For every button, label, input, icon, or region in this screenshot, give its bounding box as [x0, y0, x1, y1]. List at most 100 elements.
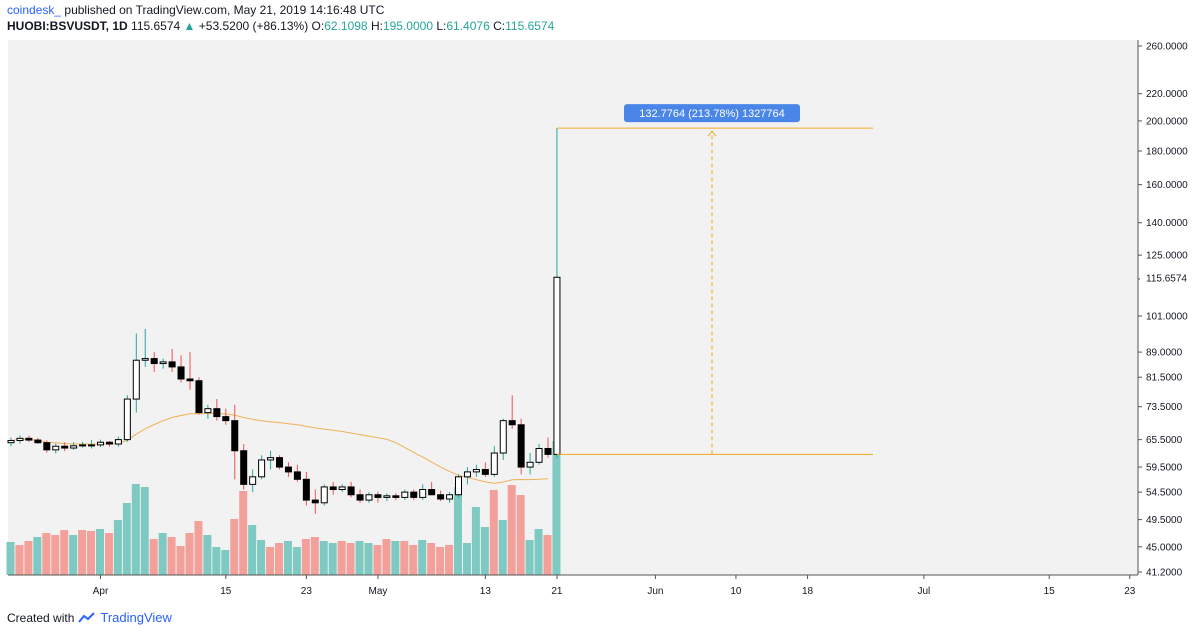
- candle-body: [428, 489, 436, 496]
- candle[interactable]: [43, 440, 51, 453]
- volume-bars: [6, 441, 561, 575]
- candle[interactable]: [284, 462, 292, 477]
- candle[interactable]: [365, 492, 373, 503]
- candle[interactable]: [419, 484, 427, 501]
- candle[interactable]: [213, 399, 221, 421]
- volume-bar: [131, 484, 140, 575]
- candle[interactable]: [410, 489, 418, 501]
- candle-body: [34, 439, 42, 444]
- candle-body: [347, 486, 355, 496]
- volume-bar: [140, 487, 149, 575]
- close-label: C:: [493, 19, 506, 33]
- candle[interactable]: [293, 464, 301, 482]
- tradingview-link[interactable]: TradingView: [100, 610, 172, 625]
- price-tick-label: 65.5000: [1146, 435, 1183, 446]
- candle[interactable]: [392, 493, 400, 501]
- time-tick-label: May: [368, 586, 387, 597]
- volume-bar: [78, 530, 87, 575]
- candle[interactable]: [481, 462, 489, 477]
- candle-body: [374, 494, 382, 498]
- plot-area[interactable]: [8, 40, 1138, 575]
- price-axis[interactable]: 260.0000 220.0000 200.0000 180.0000 160.0000…: [1138, 42, 1200, 579]
- candle[interactable]: [114, 436, 122, 447]
- price-tick-label: 101.0000: [1146, 311, 1188, 322]
- candle-body: [7, 440, 15, 444]
- candle[interactable]: [177, 355, 185, 383]
- high-label: H:: [370, 19, 383, 33]
- candle[interactable]: [105, 440, 113, 447]
- candle[interactable]: [52, 443, 60, 454]
- candle[interactable]: [499, 418, 507, 460]
- candle[interactable]: [267, 450, 275, 470]
- candle[interactable]: [329, 481, 337, 495]
- symbol-label[interactable]: HUOBI:BSVUSDT, 1D: [7, 19, 128, 33]
- candle[interactable]: [347, 481, 355, 498]
- candle[interactable]: [231, 404, 239, 480]
- candle[interactable]: [88, 440, 96, 449]
- candle[interactable]: [222, 408, 230, 425]
- candle[interactable]: [338, 484, 346, 493]
- candle[interactable]: [463, 467, 471, 485]
- candle[interactable]: [544, 437, 552, 458]
- candle[interactable]: [7, 437, 15, 447]
- volume-bar: [507, 485, 516, 575]
- volume-bar: [176, 546, 185, 575]
- candle[interactable]: [34, 437, 42, 445]
- measure-label-box: [624, 104, 800, 123]
- candle[interactable]: [70, 442, 78, 450]
- candle[interactable]: [508, 395, 516, 429]
- candle[interactable]: [428, 481, 436, 496]
- candle[interactable]: [141, 328, 149, 367]
- price-tick-label: 89.0000: [1146, 348, 1183, 359]
- candle[interactable]: [159, 358, 167, 369]
- candle[interactable]: [472, 464, 480, 477]
- candle-body: [267, 457, 275, 461]
- candle[interactable]: [302, 471, 310, 506]
- close-value: 115.6574: [505, 19, 555, 33]
- candle[interactable]: [526, 453, 534, 475]
- candle[interactable]: [79, 441, 87, 448]
- candle[interactable]: [204, 404, 212, 419]
- candle[interactable]: [25, 435, 33, 442]
- candle[interactable]: [168, 348, 176, 373]
- candle[interactable]: [276, 455, 283, 470]
- candle[interactable]: [446, 492, 454, 503]
- candle-body: [526, 461, 534, 468]
- candle[interactable]: [258, 455, 266, 480]
- candle-body: [168, 361, 176, 368]
- volume-bar: [203, 535, 212, 575]
- candle-body: [70, 445, 78, 449]
- time-tick-label: Jul: [918, 586, 931, 597]
- volume-bar: [113, 520, 122, 575]
- price-range-measure[interactable]: 132.7764 (213.78%) 1327764: [556, 104, 873, 455]
- candle[interactable]: [132, 333, 140, 413]
- candle[interactable]: [97, 439, 104, 448]
- time-axis[interactable]: Apr 15 23 May 13 21 Jun 10 18 Jul 15 23: [93, 575, 1136, 597]
- candle[interactable]: [383, 493, 391, 502]
- candle-body: [320, 486, 328, 504]
- volume-bar: [194, 521, 203, 575]
- candle[interactable]: [186, 352, 194, 390]
- candle[interactable]: [311, 489, 319, 514]
- candle[interactable]: [61, 442, 69, 452]
- candle[interactable]: [123, 395, 131, 442]
- candle[interactable]: [240, 444, 248, 490]
- candle-body: [544, 447, 552, 455]
- candle[interactable]: [374, 491, 382, 503]
- candle[interactable]: [535, 444, 543, 465]
- candle[interactable]: [356, 489, 364, 503]
- candle[interactable]: [490, 446, 498, 477]
- candle[interactable]: [320, 484, 328, 506]
- candle[interactable]: [553, 128, 561, 459]
- candle[interactable]: [401, 489, 409, 501]
- candle-body: [105, 441, 113, 445]
- candle[interactable]: [455, 474, 462, 498]
- candle[interactable]: [150, 352, 158, 373]
- author-name[interactable]: coindesk_: [7, 3, 62, 17]
- candle[interactable]: [249, 469, 257, 493]
- candle[interactable]: [16, 435, 24, 444]
- candle[interactable]: [195, 377, 203, 415]
- candle[interactable]: [517, 418, 525, 475]
- candle[interactable]: [437, 490, 445, 502]
